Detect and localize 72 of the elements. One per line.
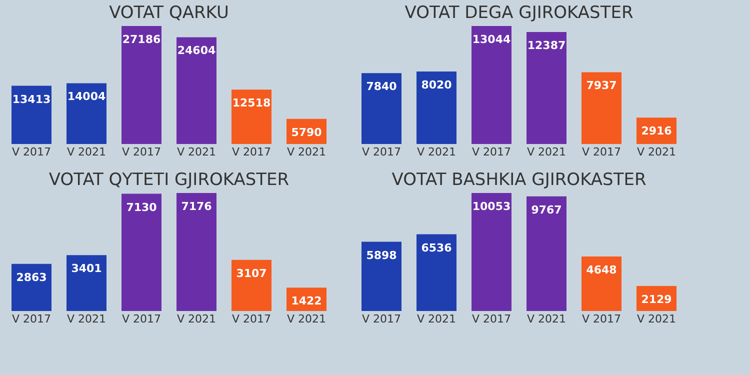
chart-title: VOTAT QARKU (109, 3, 229, 23)
chart-title: VOTAT DEGA GJIROKASTER (404, 3, 634, 23)
x-tick-label: V 2021 (66, 146, 106, 158)
data-label: 27186 (122, 33, 161, 46)
data-label: 13044 (472, 33, 511, 46)
x-tick-label: V 2021 (526, 146, 566, 158)
bar (526, 196, 566, 311)
bar (526, 32, 566, 144)
bar (416, 234, 456, 311)
data-label: 6536 (421, 241, 452, 254)
data-label: 3107 (236, 266, 267, 280)
data-label: 7840 (366, 80, 398, 94)
bar (472, 26, 512, 144)
data-label: 14004 (67, 90, 106, 104)
x-tick-label: V 2021 (636, 312, 676, 326)
bar (362, 73, 402, 144)
bar (416, 71, 456, 144)
data-label: 3401 (71, 262, 102, 276)
data-label: 4648 (586, 263, 617, 276)
x-tick-label: V 2021 (286, 146, 326, 158)
data-label: 8020 (421, 78, 452, 92)
x-tick-label: V 2017 (582, 146, 622, 158)
data-label: 7937 (586, 79, 617, 92)
bar (582, 256, 622, 311)
x-tick-label: V 2017 (12, 146, 52, 158)
data-label: 12518 (232, 96, 271, 110)
x-tick-label: V 2017 (472, 312, 512, 326)
x-tick-label: V 2017 (362, 146, 402, 158)
bar (232, 90, 272, 144)
data-label: 13413 (12, 92, 51, 106)
data-label: 5898 (366, 248, 397, 262)
data-label: 9767 (531, 203, 562, 216)
x-tick-label: V 2017 (12, 312, 52, 326)
data-label: 7130 (126, 200, 158, 214)
bar (66, 83, 106, 144)
data-label: 10053 (472, 200, 511, 213)
data-label: 2863 (16, 270, 47, 284)
bar (122, 26, 162, 144)
bar (472, 193, 512, 311)
bar (176, 193, 216, 311)
chart-title: VOTAT QYTETI GJIROKASTER (48, 170, 290, 190)
x-tick-label: V 2021 (636, 146, 676, 158)
bar (66, 255, 106, 311)
data-label: 5790 (291, 126, 322, 139)
x-tick-label: V 2021 (416, 146, 456, 158)
bar (12, 264, 52, 311)
x-tick-label: V 2017 (472, 146, 512, 158)
x-tick-label: V 2017 (582, 312, 622, 326)
bar (12, 86, 52, 144)
data-label: 1422 (291, 294, 322, 308)
x-tick-label: V 2021 (176, 146, 216, 158)
data-label: 24604 (177, 44, 216, 58)
data-label: 2916 (641, 124, 672, 138)
x-tick-label: V 2021 (416, 312, 456, 326)
x-tick-label: V 2021 (526, 312, 566, 326)
x-tick-label: V 2021 (286, 312, 326, 326)
x-tick-label: V 2021 (176, 312, 216, 326)
bar (176, 37, 216, 144)
bar (232, 260, 272, 311)
bar (362, 242, 402, 311)
x-tick-label: V 2017 (122, 146, 162, 158)
data-label: 7176 (181, 200, 212, 213)
x-tick-label: V 2017 (362, 312, 402, 326)
x-tick-label: V 2017 (232, 312, 272, 326)
x-tick-label: V 2017 (232, 146, 272, 158)
data-label: 12387 (527, 38, 566, 52)
bar (122, 194, 162, 311)
chart-title: VOTAT BASHKIA GJIROKASTER (392, 170, 646, 190)
x-tick-label: V 2017 (122, 312, 162, 326)
bar (582, 72, 622, 144)
data-label: 2129 (641, 293, 672, 306)
x-tick-label: V 2021 (66, 312, 106, 326)
